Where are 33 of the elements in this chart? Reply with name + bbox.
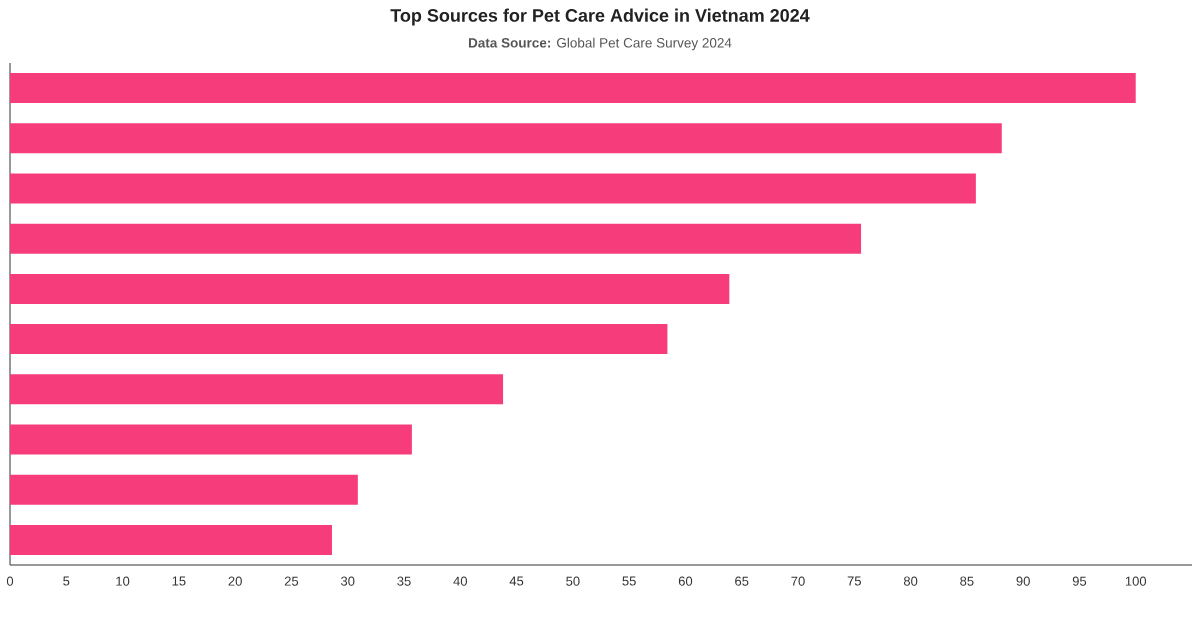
x-tick-label: 45: [509, 576, 524, 586]
x-tick-label: 10: [116, 576, 130, 586]
x-tick-label: 60: [678, 576, 693, 586]
x-tick-label: 90: [1016, 576, 1030, 586]
bar: [10, 223, 862, 254]
x-tick-label: 70: [791, 576, 805, 586]
x-tick-label: 20: [228, 576, 242, 586]
bar: [10, 424, 412, 455]
x-tick-label: 35: [397, 576, 411, 586]
chart-subtitle: Data Source: Global Pet Care Survey 2024: [468, 37, 732, 51]
bar: [10, 374, 504, 405]
x-tick-label: 5: [63, 576, 70, 586]
x-tick-label: 40: [453, 576, 468, 586]
x-tick-label: 65: [735, 576, 749, 586]
chart-title: Top Sources for Pet Care Advice in Vietnam 2024: [390, 8, 810, 26]
x-tick-label: 25: [284, 576, 299, 586]
bar: [10, 173, 976, 204]
bar: [10, 524, 332, 555]
bar: [10, 123, 1002, 154]
x-tick-label: 50: [566, 576, 580, 586]
x-tick-label: 15: [172, 576, 186, 586]
x-tick-label: 85: [960, 576, 974, 586]
x-tick-label: 75: [847, 576, 861, 586]
x-tick-label: 55: [622, 576, 636, 586]
x-tick-label: 100: [1125, 576, 1147, 586]
bar: [10, 474, 358, 505]
x-tick-label: 95: [1072, 576, 1087, 586]
x-tick-label: 0: [6, 576, 14, 586]
x-tick-label: 30: [340, 576, 355, 586]
bar: [10, 273, 730, 304]
x-tick-label: 80: [903, 576, 918, 586]
bar: [10, 73, 1136, 104]
bar: [10, 324, 668, 355]
